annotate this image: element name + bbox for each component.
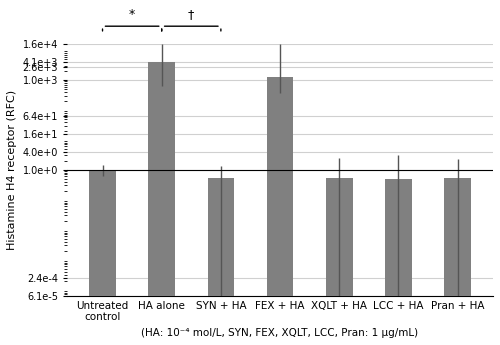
Bar	[266, 77, 293, 296]
Text: †: †	[188, 8, 194, 21]
Bar	[326, 178, 352, 296]
Bar	[444, 178, 471, 296]
Y-axis label: Histamine H4 receptor (RFC): Histamine H4 receptor (RFC)	[7, 90, 17, 250]
Bar	[148, 61, 175, 296]
X-axis label: (HA: 10⁻⁴ mol/L, SYN, FEX, XQLT, LCC, Pran: 1 μg/mL): (HA: 10⁻⁴ mol/L, SYN, FEX, XQLT, LCC, Pr…	[142, 328, 418, 338]
Bar	[89, 170, 116, 296]
Text: *: *	[129, 8, 135, 21]
Bar	[208, 178, 234, 296]
Bar	[385, 179, 411, 296]
